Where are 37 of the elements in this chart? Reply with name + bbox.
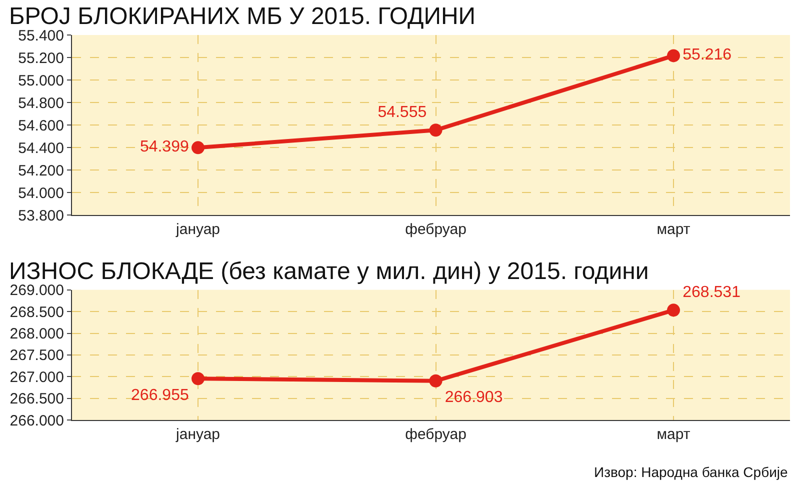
point [192,141,205,154]
chart-title: ИЗНОС БЛОКАДЕ (без камате у мил. дин) у 2015. години [9,258,649,285]
x-tick-label: јануар [175,426,220,444]
y-tick-label: 54.000 [18,184,64,202]
data-label: 266.955 [131,386,189,404]
y-tick-label: 54.800 [18,94,64,112]
x-tick-label: јануар [175,221,220,238]
x-tick-label: фебруар [405,221,466,238]
data-label: 268.531 [682,284,741,302]
y-tick-label: 55.000 [18,72,64,90]
x-tick-label: март [656,221,690,238]
x-tick-label: март [656,426,690,444]
x-tick-label: фебруар [405,426,466,444]
y-tick-label: 53.800 [18,207,64,224]
y-tick-label: 266.000 [10,412,64,430]
y-tick-label: 55.400 [18,27,64,44]
y-tick-label: 269.000 [10,282,64,300]
y-tick-label: 54.400 [18,140,64,157]
y-tick-label: 54.600 [18,117,64,134]
chart-title: БРОЈ БЛОКИРАНИХ МБ У 2015. ГОДИНИ [9,3,476,30]
y-tick-label: 267.500 [10,347,64,364]
text: Извор: Народна банка Србије [594,464,788,480]
y-tick-label: 266.500 [10,390,64,408]
point [667,49,680,62]
point [429,124,442,137]
data-label: 266.903 [444,389,503,406]
y-tick-label: 268.000 [10,326,64,342]
data-label: 54.399 [140,138,189,156]
y-tick-label: 267.000 [10,368,64,386]
point [667,304,680,317]
y-tick-label: 55.200 [18,50,64,67]
data-label: 54.555 [378,104,427,121]
point [429,374,442,388]
y-tick-label: 268.500 [10,304,64,321]
y-tick-label: 54.200 [18,162,64,180]
point [192,372,205,386]
data-label: 55.216 [682,46,732,64]
